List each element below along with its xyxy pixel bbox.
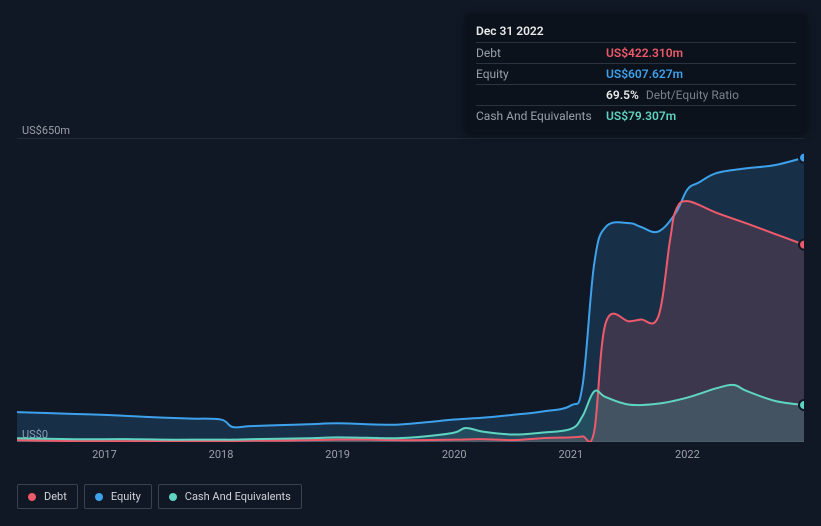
tooltip-ratio-label: Debt/Equity Ratio [646, 88, 739, 102]
x-axis-labels: 2017 2018 2019 2020 2021 2022 [0, 448, 821, 468]
tooltip-label-ratio [476, 88, 606, 102]
chart-tooltip: Dec 31 2022 Debt US$422.310m Equity US$6… [466, 14, 806, 132]
legend-label: Equity [111, 490, 141, 503]
tooltip-date: Dec 31 2022 [476, 20, 796, 42]
x-axis-label: 2020 [442, 448, 467, 461]
series-marker-debt [799, 240, 804, 250]
series-marker-equity [799, 153, 804, 163]
legend-item-cash-and-equivalents[interactable]: Cash And Equivalents [158, 484, 302, 509]
x-axis-label: 2017 [92, 448, 117, 461]
tooltip-row-equity: Equity US$607.627m [476, 63, 796, 84]
series-marker-cash-and-equivalents [799, 400, 804, 410]
tooltip-value-equity: US$607.627m [606, 67, 683, 81]
x-axis-label: 2019 [325, 448, 350, 461]
legend-item-debt[interactable]: Debt [17, 484, 78, 509]
x-axis-label: 2021 [558, 448, 583, 461]
tooltip-label-cash: Cash And Equivalents [476, 109, 606, 123]
tooltip-label-equity: Equity [476, 67, 606, 81]
chart-container: Dec 31 2022 Debt US$422.310m Equity US$6… [0, 0, 821, 526]
tooltip-value-debt: US$422.310m [606, 46, 683, 60]
tooltip-row-debt: Debt US$422.310m [476, 42, 796, 63]
tooltip-ratio-value: 69.5% [606, 88, 639, 102]
chart-legend: Debt Equity Cash And Equivalents [17, 484, 302, 509]
y-axis-label: US$650m [22, 124, 70, 137]
legend-item-equity[interactable]: Equity [84, 484, 152, 509]
legend-dot-icon [28, 493, 36, 501]
tooltip-value-cash: US$79.307m [606, 109, 676, 123]
tooltip-label-debt: Debt [476, 46, 606, 60]
legend-label: Cash And Equivalents [185, 490, 291, 503]
x-axis-label: 2018 [209, 448, 234, 461]
chart-plot-area[interactable] [17, 138, 804, 442]
x-axis-label: 2022 [675, 448, 700, 461]
legend-label: Debt [44, 490, 67, 503]
tooltip-row-ratio: 69.5% Debt/Equity Ratio [476, 84, 796, 105]
legend-dot-icon [169, 493, 177, 501]
legend-dot-icon [95, 493, 103, 501]
tooltip-row-cash: Cash And Equivalents US$79.307m [476, 105, 796, 126]
